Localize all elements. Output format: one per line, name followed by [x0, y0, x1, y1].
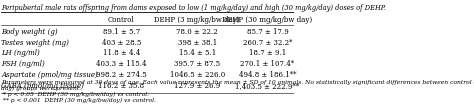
Text: 998.2 ± 274.5: 998.2 ± 274.5: [96, 71, 146, 79]
Text: LH (ng/ml): LH (ng/ml): [1, 49, 40, 57]
Text: 89.1 ± 5.7: 89.1 ± 5.7: [102, 28, 140, 36]
Text: 15.4 ± 5.1: 15.4 ± 5.1: [179, 49, 216, 57]
Text: DEHP (3 mg/kg/bw day): DEHP (3 mg/kg/bw day): [155, 16, 240, 24]
Text: DEHP (30 mg/kg/bw day): DEHP (30 mg/kg/bw day): [222, 16, 312, 24]
Text: 403.3 ± 115.4: 403.3 ± 115.4: [96, 60, 146, 68]
Text: 78.0 ± 22.2: 78.0 ± 22.2: [176, 28, 218, 36]
Text: 116.2 ± 35.8: 116.2 ± 35.8: [98, 82, 144, 90]
Text: FSH (ng/ml): FSH (ng/ml): [1, 60, 45, 68]
Text: 398 ± 38.1: 398 ± 38.1: [178, 39, 217, 47]
Text: Aspartate (pmol/mg tissue): Aspartate (pmol/mg tissue): [1, 71, 98, 79]
Text: 85.7 ± 17.9: 85.7 ± 17.9: [246, 28, 288, 36]
Text: Control: Control: [108, 16, 135, 24]
Text: 18.7 ± 9.1: 18.7 ± 9.1: [249, 49, 286, 57]
Text: 494.8 ± 186.1**: 494.8 ± 186.1**: [238, 71, 296, 79]
Text: 395.7 ± 87.5: 395.7 ± 87.5: [174, 60, 220, 68]
Text: 270.1 ± 107.4*: 270.1 ± 107.4*: [240, 60, 294, 68]
Text: 1046.5 ± 226.0: 1046.5 ± 226.0: [170, 71, 225, 79]
Text: 403 ± 28.5: 403 ± 28.5: [101, 39, 141, 47]
Text: 260.7 ± 32.2*: 260.7 ± 32.2*: [243, 39, 292, 47]
Text: day) groups were present.: day) groups were present.: [1, 85, 82, 91]
Text: ** p < 0.001  DEHP (30 mg/kg/bw/day) vs control.: ** p < 0.001 DEHP (30 mg/kg/bw/day) vs c…: [1, 97, 156, 103]
Text: GABA (pmol/mg tissue): GABA (pmol/mg tissue): [1, 82, 84, 90]
Text: 11.8 ± 4.4: 11.8 ± 4.4: [102, 49, 140, 57]
Text: 1,403.5 ± 222.9**: 1,403.5 ± 222.9**: [235, 82, 300, 90]
Text: Body weight (g): Body weight (g): [1, 28, 58, 36]
Text: Peripubertal male rats offspring from dams exposed to low (1 mg/kg/day) and high: Peripubertal male rats offspring from da…: [1, 4, 386, 12]
Text: Parameters were measured at 30 days of age. Each value represents the mean ± SD : Parameters were measured at 30 days of a…: [1, 80, 474, 85]
Text: Testes weight (mg): Testes weight (mg): [1, 39, 69, 47]
Text: * p < 0.05  DEHP (30 mg/kg/bw/day) vs control.: * p < 0.05 DEHP (30 mg/kg/bw/day) vs con…: [1, 91, 149, 97]
Text: 127.9 ± 26.9: 127.9 ± 26.9: [174, 82, 220, 90]
